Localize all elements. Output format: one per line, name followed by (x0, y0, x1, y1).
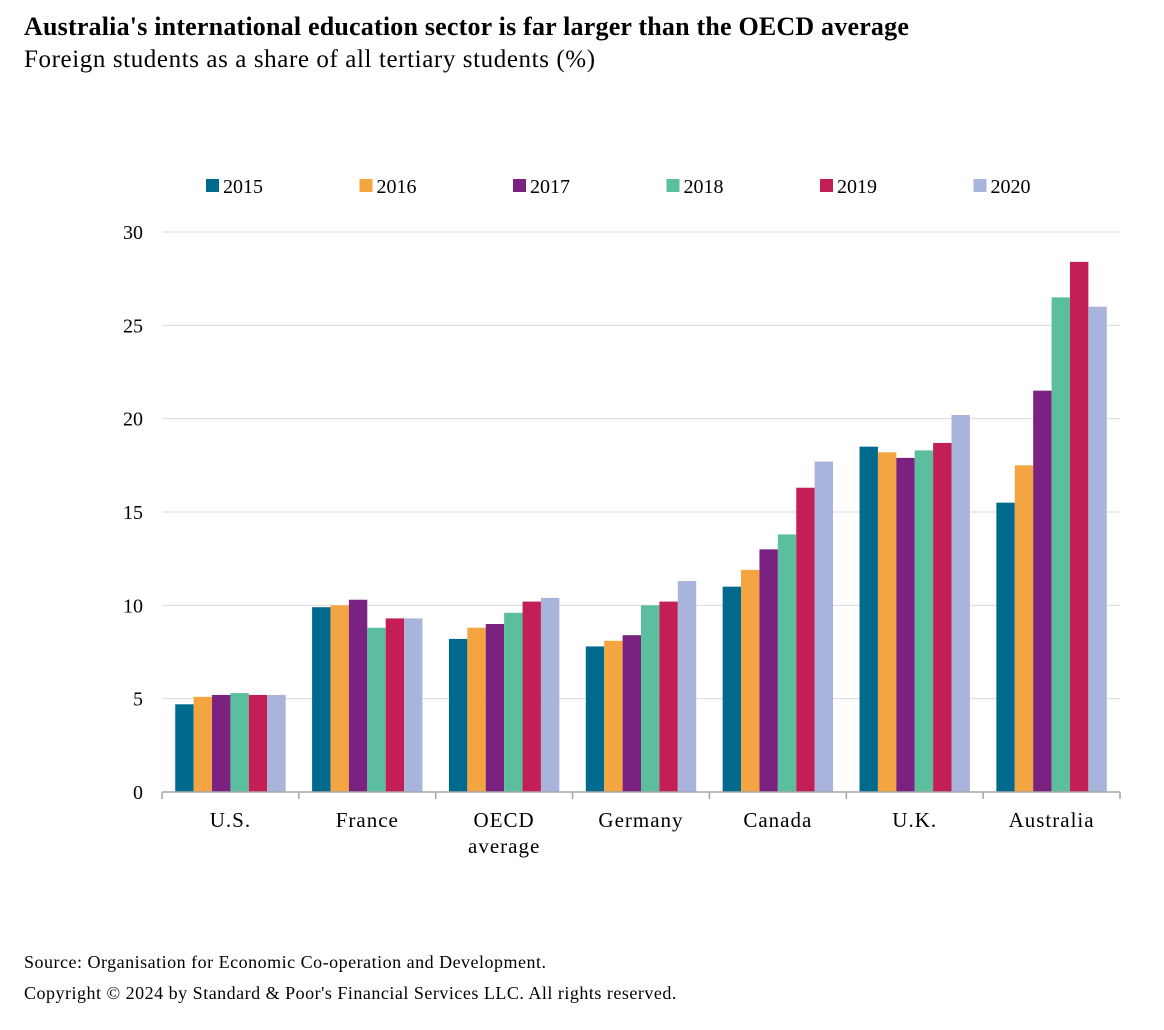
bar-2019 (933, 442, 952, 792)
legend-label: 2020 (991, 176, 1031, 198)
bar-2016 (467, 627, 486, 792)
legend-swatch (206, 179, 219, 192)
legend-swatch (359, 179, 373, 192)
bar-2016 (1014, 465, 1034, 792)
bar-2018 (1051, 297, 1070, 792)
x-tick-label: Canada (743, 808, 812, 832)
x-tick-label: OECD (474, 808, 535, 832)
legend-label: 2019 (837, 176, 877, 198)
bar-2018 (367, 627, 386, 792)
bar-2019 (522, 601, 541, 792)
y-tick-label: 0 (133, 782, 143, 804)
y-tick-label: 20 (123, 409, 143, 431)
y-tick-label: 25 (123, 315, 143, 337)
bar-2015 (312, 607, 331, 792)
bars (175, 261, 1107, 792)
bar-2020 (404, 618, 423, 792)
bar-2020 (814, 461, 834, 792)
bar-2016 (193, 696, 213, 792)
bar-2015 (585, 646, 605, 792)
bar-2015 (859, 446, 878, 792)
legend-label: 2017 (530, 176, 570, 198)
chart-subtitle: Foreign students as a share of all terti… (24, 46, 596, 73)
legend-label: 2016 (377, 176, 417, 198)
bar-2020 (951, 414, 970, 792)
bar-2019 (659, 601, 678, 792)
bar-2017 (759, 549, 778, 792)
bar-2017 (212, 694, 231, 792)
legend-label: 2018 (684, 176, 724, 198)
bar-2017 (348, 599, 368, 792)
bar-2015 (996, 502, 1015, 792)
x-tick-label: U.S. (210, 808, 251, 832)
bar-2020 (1088, 306, 1107, 792)
bar-2018 (504, 612, 523, 792)
legend-swatch (666, 179, 680, 192)
bar-2020 (677, 581, 697, 792)
bar-2017 (485, 624, 505, 792)
bar-2016 (877, 452, 897, 792)
bar-2016 (330, 605, 349, 792)
legend-label: 2015 (223, 176, 263, 198)
y-tick-label: 30 (123, 222, 143, 244)
bar-2015 (175, 704, 194, 792)
bar-2019 (1069, 261, 1089, 792)
bar-2018 (914, 450, 934, 792)
legend-swatch (820, 179, 833, 192)
bar-2018 (777, 534, 797, 792)
bar-2019 (796, 487, 815, 792)
bar-2015 (448, 638, 468, 792)
x-tick-label: average (468, 834, 540, 858)
bar-2018 (230, 693, 249, 792)
legend-swatch (513, 179, 526, 192)
bar-2017 (896, 457, 915, 792)
bar-2016 (741, 569, 760, 792)
bar-2019 (248, 694, 268, 792)
y-tick-label: 15 (123, 502, 143, 524)
bar-2020 (267, 694, 286, 792)
bar-2019 (385, 618, 405, 792)
copyright-note: Copyright © 2024 by Standard & Poor's Fi… (24, 983, 677, 1003)
bar-2018 (641, 605, 660, 792)
source-note: Source: Organisation for Economic Co-ope… (24, 952, 547, 972)
x-tick-label: U.K. (892, 808, 937, 832)
legend-swatch (973, 179, 987, 192)
y-axis: 0 5 10 15 20 25 30 (123, 222, 143, 804)
bar-2017 (622, 635, 641, 792)
chart-title: Australia's international education sect… (24, 12, 910, 41)
bar-2016 (604, 640, 623, 792)
x-tick-label: France (336, 808, 399, 832)
legend: 2015 2016 2017 2018 2019 2020 (206, 176, 1031, 198)
bar-2015 (722, 586, 742, 792)
x-tick-label: Australia (1009, 808, 1095, 832)
x-tick-label: Germany (598, 808, 683, 832)
bar-2017 (1033, 390, 1052, 792)
bar-2020 (540, 597, 560, 792)
y-tick-label: 10 (123, 595, 143, 617)
y-tick-label: 5 (133, 689, 143, 711)
